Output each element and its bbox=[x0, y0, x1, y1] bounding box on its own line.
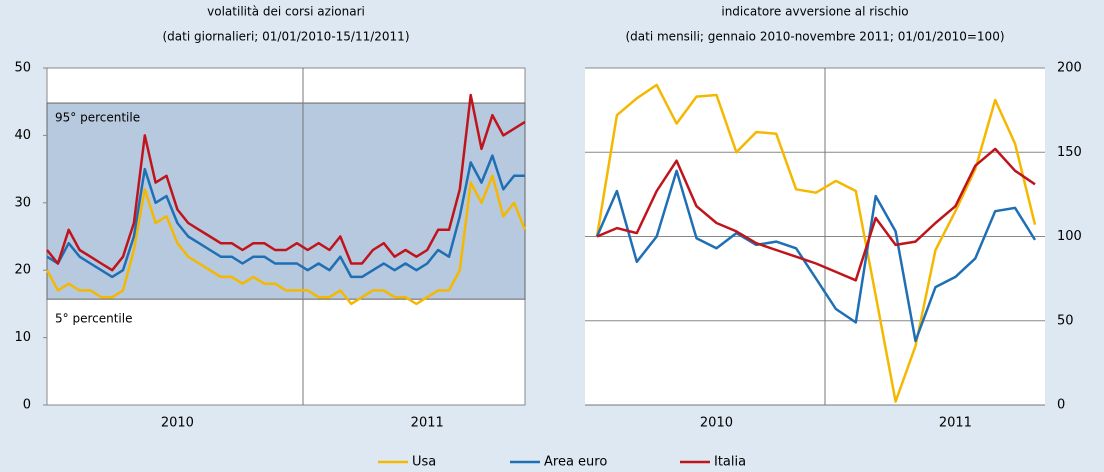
band-label: 5° percentile bbox=[55, 312, 132, 326]
y-tick-label: 0 bbox=[23, 398, 31, 413]
chart-subtitle: (dati giornalieri; 01/01/2010-15/11/2011… bbox=[163, 30, 410, 44]
y-tick-label: 30 bbox=[14, 195, 31, 210]
y-tick-label: 200 bbox=[1057, 61, 1082, 76]
x-tick-label: 2010 bbox=[161, 416, 194, 431]
y-tick-label: 100 bbox=[1057, 229, 1082, 244]
chart-title: volatilità dei corsi azionari bbox=[207, 5, 365, 19]
series-line bbox=[45, 174, 527, 306]
y-tick-label: 50 bbox=[1057, 313, 1074, 328]
chart-subtitle: (dati mensili; gennaio 2010-novembre 201… bbox=[625, 30, 1004, 44]
series-line bbox=[46, 154, 525, 279]
band-label: 95° percentile bbox=[55, 111, 140, 125]
y-tick-label: 50 bbox=[14, 61, 31, 76]
y-tick-label: 40 bbox=[14, 128, 31, 143]
series-line bbox=[46, 93, 526, 272]
y-tick-label: 0 bbox=[1057, 398, 1065, 413]
y-tick-label: 10 bbox=[14, 330, 31, 345]
series-line bbox=[595, 83, 1037, 403]
x-tick-label: 2010 bbox=[700, 416, 733, 431]
legend-label: Usa bbox=[412, 455, 436, 470]
legend-label: Italia bbox=[714, 455, 746, 470]
series-line bbox=[595, 169, 1037, 343]
legend-label: Area euro bbox=[544, 455, 607, 470]
chart-title: indicatore avversione al rischio bbox=[721, 5, 908, 19]
series-line bbox=[596, 147, 1036, 282]
y-tick-label: 150 bbox=[1057, 145, 1082, 160]
x-tick-label: 2011 bbox=[411, 416, 444, 431]
percentile-band bbox=[46, 102, 526, 300]
x-tick-label: 2011 bbox=[939, 416, 972, 431]
y-tick-label: 20 bbox=[14, 263, 31, 278]
